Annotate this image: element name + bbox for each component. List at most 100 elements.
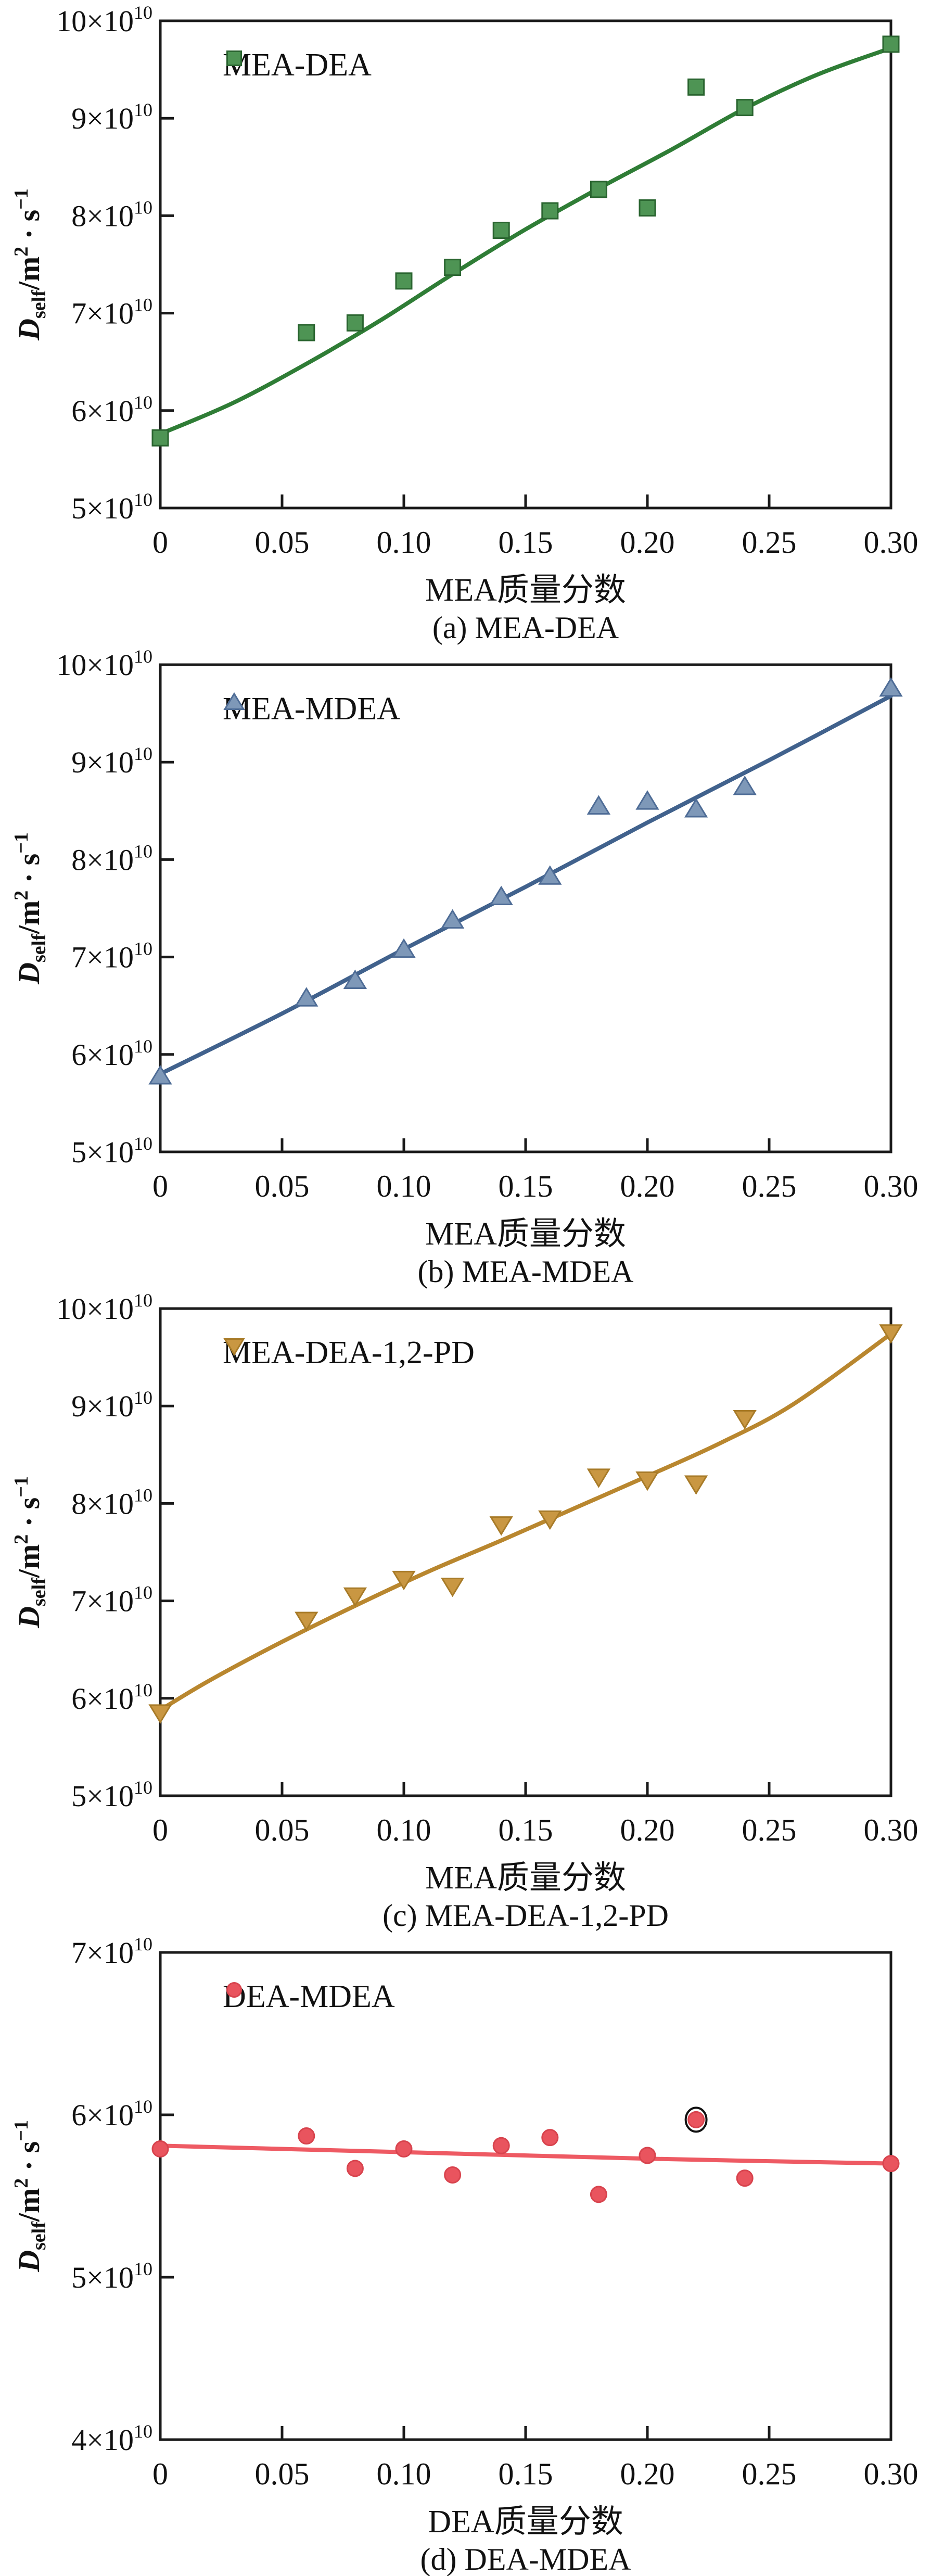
y-tick-label: 5×1010 bbox=[71, 489, 152, 525]
x-axis-label: DEA质量分数 bbox=[428, 2504, 623, 2540]
legend-label: MEA-MDEA bbox=[223, 691, 400, 727]
legend-a: MEA-DEA bbox=[223, 47, 372, 84]
trend-line bbox=[158, 1331, 893, 1712]
ylabel-symbol: D bbox=[12, 1606, 46, 1628]
circle-marker-icon bbox=[226, 1982, 242, 1998]
x-tick-label: 0 bbox=[152, 525, 168, 560]
y-tick-label: 7×1010 bbox=[71, 295, 152, 331]
data-point-marker bbox=[492, 221, 510, 239]
y-tick-label: 5×1010 bbox=[71, 1133, 152, 1169]
x-axis-label: MEA质量分数 bbox=[425, 1860, 626, 1896]
data-point-marker bbox=[492, 2137, 510, 2154]
data-point-marker bbox=[295, 987, 318, 1007]
data-point-marker bbox=[392, 1570, 416, 1591]
data-point-marker bbox=[298, 2127, 315, 2145]
x-tick-label: 0.10 bbox=[377, 525, 431, 560]
y-axis-label: Dself/m2 · s−1 bbox=[10, 1476, 50, 1628]
y-tick-label: 10×1010 bbox=[56, 2, 152, 38]
y-tick-label: 8×1010 bbox=[71, 841, 152, 877]
data-point-marker bbox=[538, 1510, 562, 1530]
axis-frame bbox=[159, 19, 892, 510]
subfigure-caption: (c) MEA-DEA-1,2-PD bbox=[382, 1898, 669, 1933]
chart-panel-c: 0 0.05 0.10 0.15 0.20 0.25 0.30 10×1010 9×1010 8×… bbox=[0, 1288, 931, 1933]
y-tick-label: 10×1010 bbox=[56, 646, 152, 682]
data-point-marker bbox=[538, 865, 562, 885]
x-tick-label: 0.25 bbox=[742, 2457, 797, 2491]
y-tick-label: 4×1010 bbox=[71, 2421, 152, 2457]
axis-frame bbox=[159, 1951, 892, 2441]
data-point-marker bbox=[395, 272, 413, 290]
y-tick-label: 9×1010 bbox=[71, 1387, 152, 1423]
data-point-marker bbox=[346, 2160, 364, 2177]
x-tick-label: 0.30 bbox=[864, 1169, 919, 1203]
data-point-marker bbox=[687, 78, 705, 96]
x-tick-label: 0.15 bbox=[499, 1169, 553, 1203]
ylabel-exponent: 2 bbox=[10, 2178, 32, 2188]
data-point-marker bbox=[295, 1611, 318, 1631]
y-tick-label: 6×1010 bbox=[71, 1680, 152, 1716]
data-point-marker bbox=[736, 2169, 754, 2187]
data-point-marker bbox=[440, 1578, 465, 1597]
data-point-marker bbox=[590, 181, 607, 198]
data-point-marker bbox=[346, 314, 364, 332]
data-point-marker bbox=[151, 2140, 169, 2158]
trend-line bbox=[158, 46, 893, 436]
triangle-up-marker-icon bbox=[223, 692, 245, 710]
data-point-marker bbox=[684, 1475, 708, 1495]
x-tick-label: 0.05 bbox=[255, 2457, 310, 2491]
chart-panel-d: 0 0.05 0.10 0.15 0.20 0.25 0.30 7×1010 6×1010 5×1… bbox=[0, 1932, 931, 2576]
ylabel-exponent2: −1 bbox=[10, 1476, 32, 1498]
axis-frame bbox=[159, 663, 892, 1153]
axis-frame bbox=[159, 1307, 892, 1797]
data-point-marker bbox=[489, 885, 513, 906]
ylabel-symbol: D bbox=[12, 2250, 46, 2272]
data-point-marker bbox=[395, 2140, 413, 2158]
x-axis-label: MEA质量分数 bbox=[425, 573, 626, 608]
data-point-marker bbox=[736, 99, 754, 117]
data-point-marker bbox=[635, 1471, 659, 1491]
data-point-marker bbox=[440, 909, 465, 929]
data-point-marker bbox=[541, 202, 559, 220]
legend-label: MEA-DEA-1,2-PD bbox=[223, 1335, 475, 1371]
ylabel-exponent2: −1 bbox=[10, 2120, 32, 2141]
plot-area-c: 0 0.05 0.10 0.15 0.20 0.25 0.30 10×1010 9×1010 8×… bbox=[56, 1290, 919, 1847]
data-point-marker bbox=[343, 969, 367, 989]
data-point-marker bbox=[148, 1065, 172, 1085]
y-tick-label: 8×1010 bbox=[71, 1484, 152, 1520]
legend-c: MEA-DEA-1,2-PD bbox=[223, 1335, 475, 1372]
ylabel-subscript: self bbox=[28, 290, 50, 319]
legend-label: DEA-MDEA bbox=[223, 1979, 395, 2014]
plot-area-a: 0 0.05 0.10 0.15 0.20 0.25 0.30 10×1010 9×1010 8×… bbox=[56, 2, 918, 560]
data-point-marker bbox=[226, 1982, 242, 1998]
data-point-marker bbox=[639, 199, 656, 217]
data-point-marker bbox=[392, 938, 416, 958]
x-tick-label: 0.10 bbox=[377, 1813, 431, 1847]
data-point-marker bbox=[882, 2155, 900, 2173]
ylabel-symbol: D bbox=[12, 319, 46, 340]
y-tick-label: 6×1010 bbox=[71, 392, 152, 428]
legend-label: MEA-DEA bbox=[223, 47, 372, 83]
ylabel-exponent2: −1 bbox=[10, 188, 32, 210]
ylabel-symbol: D bbox=[12, 962, 46, 984]
ylabel-exponent: 2 bbox=[10, 246, 32, 257]
y-tick-label: 7×1010 bbox=[71, 938, 152, 974]
x-tick-label: 0.30 bbox=[864, 1813, 919, 1847]
data-point-marker bbox=[639, 2147, 656, 2164]
x-tick-label: 0.20 bbox=[620, 2457, 675, 2491]
ylabel-subscript: self bbox=[28, 2222, 50, 2250]
chart-panel-b: 0 0.05 0.10 0.15 0.20 0.25 0.30 10×1010 9×1010 8×… bbox=[0, 644, 931, 1289]
legend-b: MEA-MDEA bbox=[223, 691, 400, 728]
x-tick-label: 0.05 bbox=[255, 525, 310, 560]
plot-area-d: 0 0.05 0.10 0.15 0.20 0.25 0.30 7×1010 6×1010 5×1… bbox=[71, 1934, 918, 2491]
data-point-marker bbox=[733, 776, 757, 795]
ylabel-subscript: self bbox=[28, 1578, 50, 1606]
y-tick-label: 9×1010 bbox=[71, 743, 152, 779]
triangle-down-marker-icon bbox=[223, 1338, 245, 1356]
data-point-marker bbox=[687, 2111, 705, 2128]
x-tick-label: 0.15 bbox=[499, 2457, 553, 2491]
data-point-marker bbox=[151, 429, 169, 447]
plot-area-b: 0 0.05 0.10 0.15 0.20 0.25 0.30 10×1010 9×1010 8×… bbox=[56, 646, 919, 1203]
y-tick-label: 9×1010 bbox=[71, 99, 152, 135]
x-tick-label: 0 bbox=[152, 1813, 168, 1847]
